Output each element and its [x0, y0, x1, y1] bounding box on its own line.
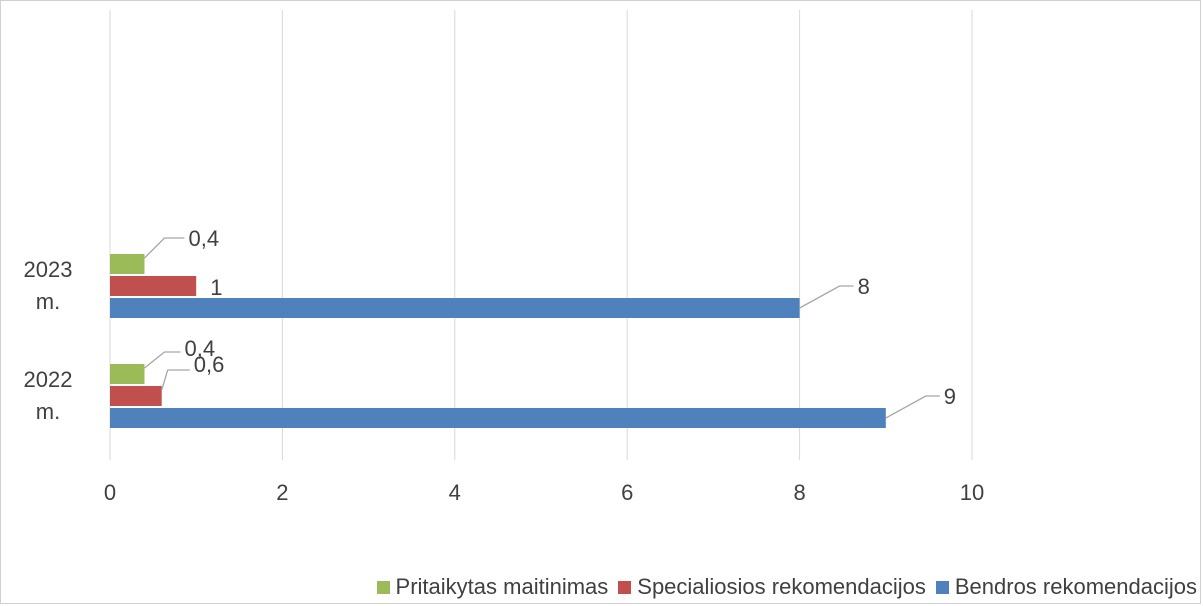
y-category-label: 2023 m.: [24, 257, 73, 314]
data-label: 0,4: [188, 226, 219, 251]
bar-pritaikytas-maitinimas: [110, 254, 145, 274]
legend-label: Bendros rekomendacijos: [954, 574, 1197, 599]
data-label: 1: [210, 275, 222, 300]
data-label-leader: [799, 285, 854, 309]
data-label: 9: [944, 384, 956, 409]
data-label-leader: [885, 395, 940, 419]
bar-pritaikytas-maitinimas: [110, 364, 145, 384]
legend-item: Pritaikytas maitinimas: [376, 574, 609, 600]
x-tick-label: 4: [449, 480, 461, 505]
x-tick-label: 6: [621, 480, 633, 505]
bar-specialiosios-rekomendacijos: [110, 276, 197, 296]
data-label-leader: [144, 237, 185, 259]
x-tick-label: 2: [276, 480, 288, 505]
legend-swatch: [618, 580, 632, 594]
data-label-leader: [144, 351, 181, 369]
y-category-label: 2022 m.: [24, 367, 73, 424]
legend-swatch: [935, 580, 949, 594]
data-label: 0,6: [194, 352, 225, 377]
legend-label: Specialiosios rekomendacijos: [637, 574, 926, 599]
x-tick-label: 8: [793, 480, 805, 505]
data-label-leader: [161, 369, 190, 391]
chart-legend: Pritaikytas maitinimas Specialiosios reko…: [0, 572, 1197, 602]
legend-swatch: [376, 580, 390, 594]
bar-bendros-rekomendacijos: [110, 408, 886, 428]
legend-item: Specialiosios rekomendacijos: [618, 574, 926, 600]
legend-label: Pritaikytas maitinimas: [395, 574, 609, 599]
x-tick-label: 10: [960, 480, 984, 505]
bar-bendros-rekomendacijos: [110, 298, 800, 318]
x-tick-label: 0: [104, 480, 116, 505]
data-label: 8: [858, 274, 870, 299]
data-label: 0,4: [184, 336, 215, 361]
bar-specialiosios-rekomendacijos: [110, 386, 162, 406]
legend-item: Bendros rekomendacijos: [935, 574, 1197, 600]
